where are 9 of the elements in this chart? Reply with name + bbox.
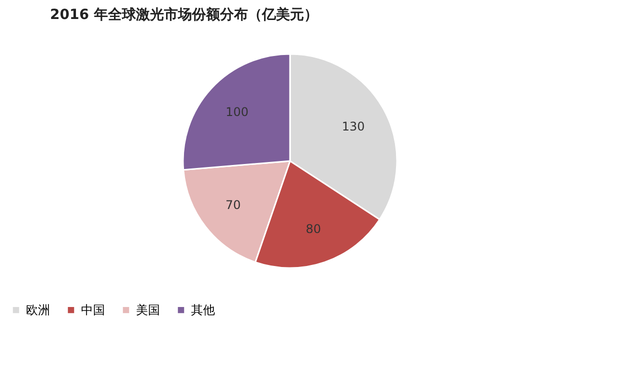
data-label: 70	[226, 198, 241, 212]
legend-label: 其他	[191, 303, 215, 318]
legend-label: 欧洲	[26, 303, 50, 318]
data-label: 100	[226, 105, 248, 120]
legend-label: 中国	[81, 303, 105, 318]
data-label: 130	[342, 120, 365, 134]
legend-label: 美国	[136, 303, 160, 318]
data-label: 80	[306, 222, 322, 236]
chart-title: 2016 年全球激光市场份额分布（亿美元）	[50, 6, 318, 23]
